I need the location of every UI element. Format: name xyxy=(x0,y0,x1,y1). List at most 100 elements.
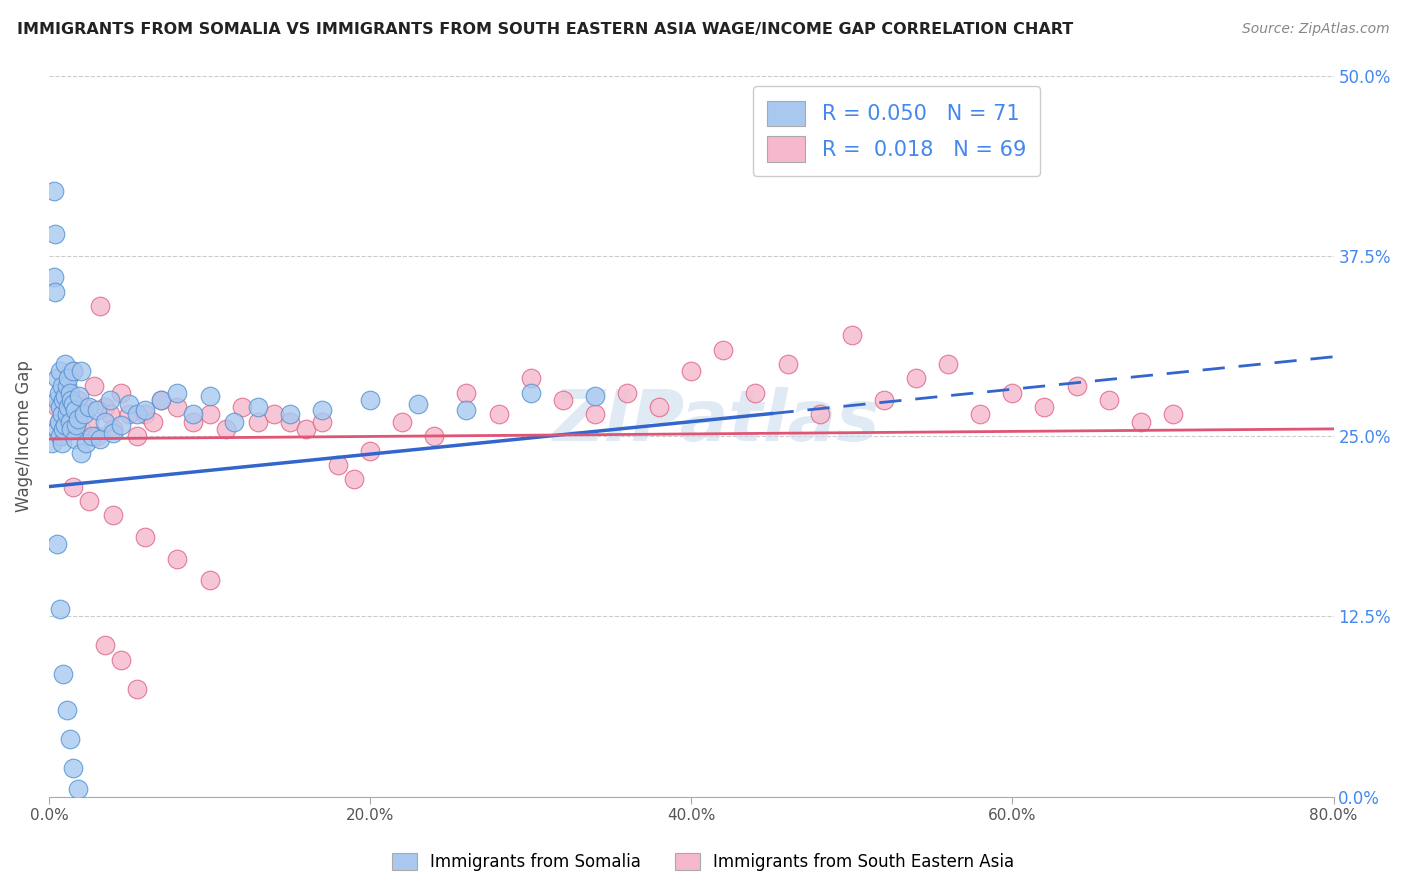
Point xyxy=(519,385,541,400)
Point xyxy=(776,357,799,371)
Point xyxy=(359,443,381,458)
Point xyxy=(231,401,253,415)
Point xyxy=(198,408,221,422)
Point xyxy=(51,429,73,443)
Point xyxy=(53,357,76,371)
Point xyxy=(49,602,72,616)
Point xyxy=(311,415,333,429)
Point xyxy=(48,415,70,429)
Point xyxy=(62,761,84,775)
Point xyxy=(103,508,125,523)
Point xyxy=(359,392,381,407)
Point xyxy=(118,408,141,422)
Point xyxy=(583,408,606,422)
Point xyxy=(841,328,863,343)
Text: ZIPatlas: ZIPatlas xyxy=(553,387,880,456)
Point xyxy=(127,429,149,443)
Point xyxy=(60,392,83,407)
Point xyxy=(456,403,478,417)
Point xyxy=(75,436,97,450)
Point xyxy=(905,371,928,385)
Point xyxy=(46,422,69,436)
Point xyxy=(110,417,132,432)
Point xyxy=(134,403,156,417)
Point xyxy=(42,184,65,198)
Point xyxy=(295,422,318,436)
Point xyxy=(166,385,188,400)
Point xyxy=(222,415,245,429)
Point xyxy=(936,357,959,371)
Point xyxy=(343,472,366,486)
Point xyxy=(86,429,108,443)
Point xyxy=(59,415,82,429)
Point xyxy=(52,422,75,436)
Point xyxy=(51,436,73,450)
Point xyxy=(59,385,82,400)
Point xyxy=(52,667,75,681)
Point xyxy=(65,417,87,432)
Point xyxy=(246,415,269,429)
Point xyxy=(59,731,82,746)
Point xyxy=(142,415,165,429)
Point xyxy=(48,415,70,429)
Point xyxy=(73,408,96,422)
Point xyxy=(456,385,478,400)
Point xyxy=(150,392,173,407)
Point xyxy=(70,422,93,436)
Point xyxy=(55,703,77,717)
Point xyxy=(744,385,766,400)
Point xyxy=(94,638,117,652)
Point xyxy=(278,415,301,429)
Point xyxy=(110,653,132,667)
Point xyxy=(94,415,117,429)
Point xyxy=(103,426,125,441)
Point xyxy=(62,364,84,378)
Point xyxy=(89,432,111,446)
Point xyxy=(1033,401,1056,415)
Point xyxy=(89,299,111,313)
Point xyxy=(127,681,149,696)
Point xyxy=(681,364,703,378)
Point xyxy=(1001,385,1024,400)
Point xyxy=(42,270,65,285)
Point xyxy=(69,389,91,403)
Point xyxy=(263,408,285,422)
Point xyxy=(391,415,413,429)
Point xyxy=(62,479,84,493)
Point xyxy=(166,551,188,566)
Point xyxy=(519,371,541,385)
Point xyxy=(49,364,72,378)
Point xyxy=(58,408,80,422)
Point xyxy=(77,415,100,429)
Point xyxy=(103,422,125,436)
Point xyxy=(63,432,86,446)
Point xyxy=(711,343,734,357)
Point xyxy=(278,408,301,422)
Point xyxy=(62,397,84,411)
Point xyxy=(150,392,173,407)
Point xyxy=(1129,415,1152,429)
Point xyxy=(63,403,86,417)
Point xyxy=(52,392,75,407)
Point xyxy=(423,429,446,443)
Point xyxy=(41,436,63,450)
Point xyxy=(46,392,69,407)
Point xyxy=(127,408,149,422)
Point xyxy=(53,417,76,432)
Point xyxy=(214,422,236,436)
Point xyxy=(73,401,96,415)
Legend: Immigrants from Somalia, Immigrants from South Eastern Asia: Immigrants from Somalia, Immigrants from… xyxy=(384,845,1022,880)
Point xyxy=(55,408,77,422)
Point xyxy=(110,385,132,400)
Point xyxy=(66,411,89,425)
Point xyxy=(82,429,104,443)
Point xyxy=(311,403,333,417)
Point xyxy=(198,574,221,588)
Point xyxy=(46,401,69,415)
Point xyxy=(48,385,70,400)
Point xyxy=(94,401,117,415)
Point xyxy=(66,392,89,407)
Point xyxy=(134,408,156,422)
Point xyxy=(1161,408,1184,422)
Point xyxy=(873,392,896,407)
